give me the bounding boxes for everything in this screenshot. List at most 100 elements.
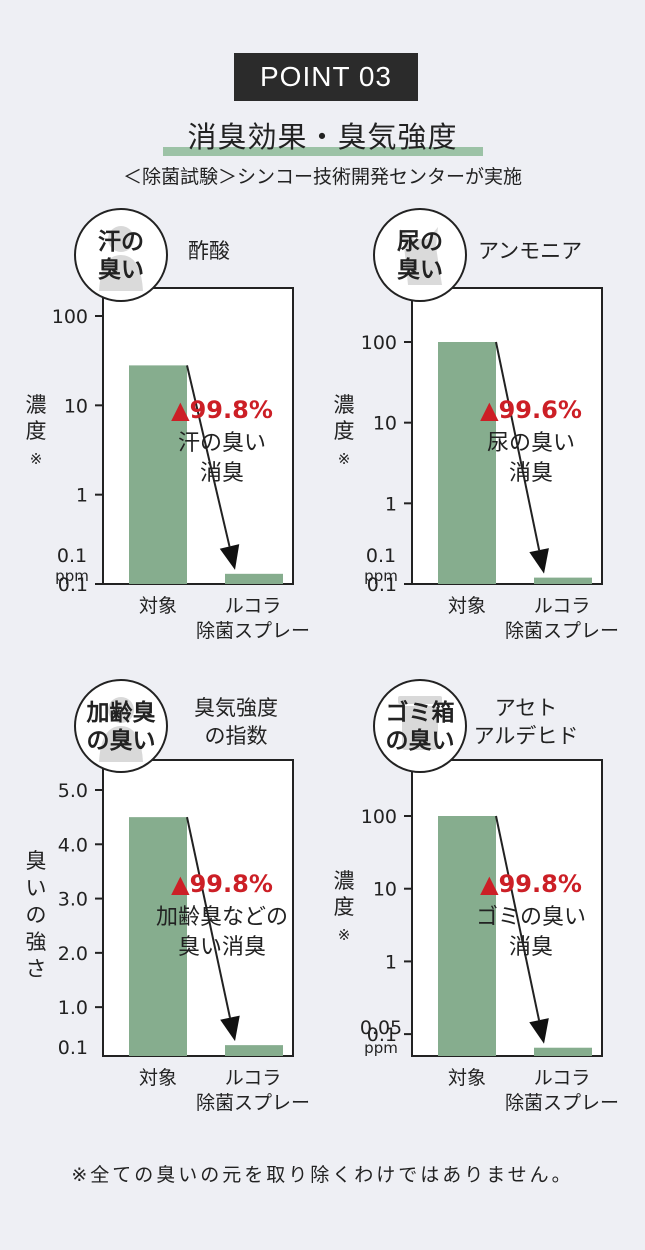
odor-badge-label: の臭い bbox=[87, 728, 156, 754]
x-category-label: 対象 bbox=[448, 1067, 486, 1089]
person-body bbox=[99, 726, 143, 762]
y-axis-label: ※ bbox=[30, 450, 43, 468]
title-underline bbox=[163, 147, 483, 156]
trash-lid bbox=[398, 696, 442, 704]
bar-control bbox=[438, 342, 496, 584]
person-head bbox=[108, 697, 134, 723]
y-bottom-label: 0.05 bbox=[360, 1017, 402, 1039]
y-tick-label: 0.1 bbox=[367, 1024, 397, 1046]
y-tick-label: 0.1 bbox=[58, 574, 88, 596]
y-tick-label: 1 bbox=[76, 485, 88, 507]
y-axis-label: 度 bbox=[334, 419, 355, 443]
reduction-arrow-head bbox=[529, 1018, 549, 1044]
page-title: 消臭効果・臭気強度 bbox=[187, 120, 458, 154]
bar-control bbox=[438, 816, 496, 1056]
reduction-note: 臭い消臭 bbox=[178, 935, 266, 960]
y-tick-label: 2.0 bbox=[58, 943, 88, 965]
person-silhouette-icon bbox=[99, 226, 143, 291]
cat-silhouette-icon bbox=[400, 227, 442, 285]
y-axis-label: 濃 bbox=[334, 869, 355, 893]
x-category-label: 対象 bbox=[448, 595, 486, 617]
y-tick-label: 100 bbox=[52, 306, 88, 328]
y-axis-label: 度 bbox=[26, 419, 47, 443]
x-category-label: 除菌スプレー bbox=[505, 1092, 619, 1114]
reduction-percent: ▲99.8% bbox=[171, 396, 273, 424]
bar-control bbox=[129, 817, 187, 1056]
odor-badge-label: の臭い bbox=[386, 728, 455, 754]
odor-badge-label: 尿の bbox=[397, 229, 443, 255]
y-axis-label: さ bbox=[26, 957, 47, 981]
odor-subject: アセト bbox=[495, 696, 558, 720]
reduction-note: 消臭 bbox=[509, 461, 553, 486]
reduction-note: 加齢臭などの bbox=[156, 905, 288, 930]
point-badge: POINT 03 bbox=[234, 53, 418, 101]
y-axis-label: 度 bbox=[334, 895, 355, 919]
bar-product bbox=[225, 573, 283, 584]
reduction-arrow-line bbox=[495, 815, 541, 1021]
odor-badge-label: ゴミ箱 bbox=[386, 699, 455, 726]
odor-badge-label: 臭い bbox=[98, 257, 144, 283]
y-tick-label: 100 bbox=[361, 332, 397, 354]
y-bottom-unit: ppm bbox=[364, 1039, 398, 1057]
reduction-note: ゴミの臭い bbox=[476, 905, 586, 930]
reduction-note: 尿の臭い bbox=[487, 431, 575, 456]
y-tick-label: 100 bbox=[361, 806, 397, 828]
y-tick-label: 1 bbox=[385, 951, 397, 973]
trash-body bbox=[402, 706, 438, 750]
odor-subject: の指数 bbox=[205, 724, 268, 748]
person-head bbox=[108, 226, 134, 252]
person-body bbox=[99, 255, 143, 291]
y-tick-label: 1 bbox=[385, 493, 397, 515]
bar-product bbox=[534, 1047, 592, 1056]
x-category-label: ルコラ bbox=[534, 595, 591, 617]
reduction-arrow-head bbox=[219, 544, 240, 570]
page-subtitle: ＜除菌試験＞シンコー技術開発センターが実施 bbox=[122, 166, 522, 188]
x-category-label: 除菌スプレー bbox=[196, 620, 310, 642]
footnote: ※全ての臭いの元を取り除くわけではありません。 bbox=[71, 1164, 574, 1186]
y-bottom-label: 0.1 bbox=[57, 545, 87, 567]
reduction-arrow-line bbox=[186, 365, 231, 547]
reduction-arrow-head bbox=[529, 548, 549, 574]
y-axis-label: 濃 bbox=[334, 393, 355, 417]
odor-badge bbox=[373, 208, 467, 302]
odor-subject: 酢酸 bbox=[188, 239, 230, 263]
reduction-arrow-head bbox=[220, 1015, 240, 1042]
y-axis-label: い bbox=[26, 876, 47, 900]
reduction-percent: ▲99.6% bbox=[480, 396, 582, 424]
y-axis-label: ※ bbox=[338, 450, 351, 468]
odor-badge bbox=[373, 679, 467, 773]
cat-shape bbox=[400, 227, 442, 285]
y-bottom-unit: ppm bbox=[364, 567, 398, 585]
y-tick-label: 4.0 bbox=[58, 834, 88, 856]
y-tick-label: 0.1 bbox=[367, 574, 397, 596]
reduction-note: 汗の臭い bbox=[178, 431, 266, 456]
y-tick-label: 10 bbox=[373, 413, 397, 435]
odor-subject: アルデヒド bbox=[474, 724, 579, 748]
x-category-label: 除菌スプレー bbox=[196, 1092, 310, 1114]
y-tick-label: 10 bbox=[64, 395, 88, 417]
reduction-note: 消臭 bbox=[509, 935, 553, 960]
x-category-label: ルコラ bbox=[225, 1067, 282, 1089]
y-axis-label: 臭 bbox=[26, 849, 47, 873]
odor-badge bbox=[74, 208, 168, 302]
y-bottom-label: 0.1 bbox=[58, 1037, 88, 1059]
y-tick-label: 3.0 bbox=[58, 889, 88, 911]
reduction-arrow-line bbox=[186, 816, 231, 1018]
y-axis-label: 濃 bbox=[26, 393, 47, 417]
y-bottom-label: 0.1 bbox=[366, 545, 396, 567]
x-category-label: 対象 bbox=[139, 595, 177, 617]
odor-badge-label: 加齢臭 bbox=[86, 699, 156, 726]
y-axis-label: の bbox=[26, 903, 47, 927]
reduction-arrow-line bbox=[495, 341, 541, 551]
odor-badge bbox=[74, 679, 168, 773]
elderly-person-icon bbox=[99, 697, 143, 762]
y-axis-label: 強 bbox=[26, 930, 47, 954]
odor-subject: 臭気強度 bbox=[194, 696, 278, 720]
reduction-note: 消臭 bbox=[200, 461, 244, 486]
odor-badge-label: 汗の bbox=[98, 229, 144, 255]
y-tick-label: 1.0 bbox=[58, 997, 88, 1019]
